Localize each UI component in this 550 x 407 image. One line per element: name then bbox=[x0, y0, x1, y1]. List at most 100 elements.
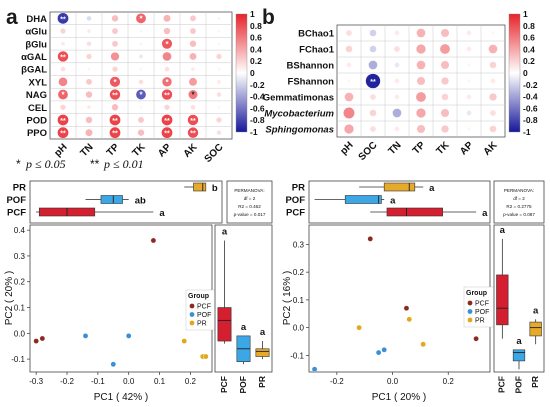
legend-swatch-pr bbox=[189, 320, 195, 326]
correlation-circle bbox=[217, 29, 221, 33]
panel-a-colorbar-ticks: 1 0.8 0.60.4 0.2 0 -0.2 -0.4-0.6 -0.8 -1 bbox=[250, 9, 265, 137]
correlation-circle bbox=[58, 77, 68, 87]
panel-c-scatter: -0.3 -0.2 -0.1 0.0 0.1 0.2 0.4 0.3 0.2 0.1 0.0 -0.1… bbox=[11, 226, 217, 386]
correlation-circle bbox=[347, 79, 351, 83]
row-label: βGAL bbox=[21, 65, 47, 76]
right-box-pcf-box bbox=[217, 307, 232, 342]
right-box-group-label: POF bbox=[238, 376, 248, 393]
significance-mark: * bbox=[139, 91, 143, 100]
row-label: FChao1 bbox=[299, 45, 335, 56]
correlation-circle bbox=[343, 107, 355, 119]
x-tick-label: 0.2 bbox=[185, 377, 197, 386]
correlation-circle bbox=[109, 76, 121, 87]
significance-mark: * bbox=[61, 91, 65, 100]
correlation-circle bbox=[137, 129, 145, 136]
correlation-circle bbox=[109, 89, 121, 100]
correlation-circle bbox=[440, 28, 450, 38]
correlation-circle bbox=[216, 117, 222, 123]
point-pr bbox=[203, 353, 209, 360]
top-box-pr-box bbox=[193, 182, 207, 192]
panel-c-permanova-title: PERMANOVA: bbox=[234, 188, 264, 193]
panel-c-permanova-p: p-value = 0.017 bbox=[234, 212, 266, 217]
legend-swatch-pr bbox=[467, 317, 473, 323]
row-label: BShannon bbox=[287, 61, 335, 72]
row-label: Gemmatimonas bbox=[263, 93, 334, 104]
significance-mark: ** bbox=[190, 118, 196, 125]
panel-d-permanova-df: df = 2 bbox=[513, 196, 525, 201]
correlation-circle bbox=[86, 53, 92, 60]
correlation-circle bbox=[489, 61, 497, 69]
colorbar-tick-label: -1 bbox=[523, 127, 531, 137]
top-box-letter: ab bbox=[135, 196, 146, 207]
y-tick-label: 0.1 bbox=[14, 304, 26, 313]
col-label: TN bbox=[386, 140, 403, 157]
correlation-circle bbox=[441, 77, 449, 85]
correlation-circle bbox=[369, 29, 377, 37]
top-box-group-label: PCF bbox=[286, 208, 305, 219]
y-tick-label: 0.1 bbox=[293, 296, 305, 305]
panel-c-permanova-r2: R2 = 0.462 bbox=[238, 204, 261, 209]
panel-c-ylabel: PC2 ( 20% ) bbox=[4, 271, 15, 325]
correlation-circle bbox=[217, 80, 221, 84]
colorbar-tick-label: -0.8 bbox=[523, 115, 538, 125]
panel-d-right-boxplot: a PCF a POF a PR bbox=[496, 225, 542, 393]
colorbar-tick-label: 1 bbox=[250, 9, 255, 19]
right-box-group-label: PCF bbox=[497, 376, 507, 393]
row-label: FShannon bbox=[288, 77, 335, 88]
legend-label: POF bbox=[475, 309, 489, 316]
correlation-circle bbox=[164, 104, 170, 110]
right-box-group-label: POF bbox=[513, 376, 523, 393]
correlation-circle bbox=[163, 14, 171, 22]
correlation-circle bbox=[466, 30, 472, 36]
row-label: PPO bbox=[27, 128, 47, 139]
row-label: βGlu bbox=[25, 39, 47, 50]
panel-c-scatter-frame bbox=[29, 224, 213, 373]
correlation-circle bbox=[112, 40, 118, 47]
panel-a-cells: ** ***** ** ** * ** *** ** ** **** ** ** ** bbox=[57, 12, 222, 139]
correlation-circle bbox=[112, 66, 118, 72]
correlation-circle bbox=[161, 127, 173, 139]
point-pof bbox=[125, 333, 132, 339]
row-label: CEL bbox=[28, 103, 47, 114]
legend-swatch-pof bbox=[467, 309, 473, 314]
right-box-letter: a bbox=[260, 327, 266, 338]
panel-c-top-boxplot: PR b POF ab PCF a bbox=[6, 183, 217, 220]
correlation-circle bbox=[394, 94, 400, 100]
legend-label: PCF bbox=[197, 304, 211, 311]
legend-label: PCF bbox=[475, 301, 489, 308]
top-box-letter: b bbox=[212, 183, 218, 194]
x-tick-label: -0.1 bbox=[91, 377, 105, 386]
sig-one-star-text: p ≤ 0.05 bbox=[25, 157, 66, 171]
correlation-circle bbox=[109, 127, 121, 139]
significance-mark: ** bbox=[60, 131, 66, 138]
y-tick-label: -0.1 bbox=[290, 351, 304, 360]
point-pcf bbox=[403, 305, 410, 312]
correlation-circle bbox=[139, 67, 143, 71]
significance-mark: ** bbox=[164, 93, 170, 100]
correlation-circle bbox=[191, 67, 195, 71]
significance-mark: ** bbox=[60, 118, 66, 125]
significance-note: * p ≤ 0.05 ** p ≤ 0.01 bbox=[16, 157, 144, 171]
top-box-letter: a bbox=[429, 183, 435, 194]
correlation-circle bbox=[416, 92, 426, 102]
correlation-circle bbox=[466, 110, 472, 116]
x-tick-label: 0.1 bbox=[154, 377, 166, 386]
correlation-circle bbox=[162, 52, 172, 61]
right-box-group-label: PR bbox=[257, 376, 267, 388]
sig-one-star: * bbox=[16, 157, 21, 171]
significance-mark: * bbox=[113, 78, 117, 87]
correlation-circle bbox=[86, 78, 92, 85]
correlation-circle bbox=[187, 114, 199, 126]
right-box-pof-box bbox=[512, 349, 526, 362]
significance-mark: ** bbox=[112, 93, 118, 100]
point-pof bbox=[110, 361, 117, 368]
panel-d: PR a POF a PCF a PERMANOVA: df = 2 R2 = 0.277… bbox=[282, 180, 545, 403]
significance-mark: * bbox=[139, 14, 143, 23]
point-pof bbox=[82, 333, 89, 339]
correlation-circle bbox=[86, 16, 92, 21]
panel-a-col-labels: pH TN TP TK AP AK SOC bbox=[52, 141, 225, 165]
correlation-circle bbox=[416, 28, 426, 38]
significance-mark: ** bbox=[164, 118, 170, 125]
panel-c-permanova-df: df = 2 bbox=[244, 196, 256, 201]
colorbar-tick-label: -1 bbox=[250, 127, 258, 137]
